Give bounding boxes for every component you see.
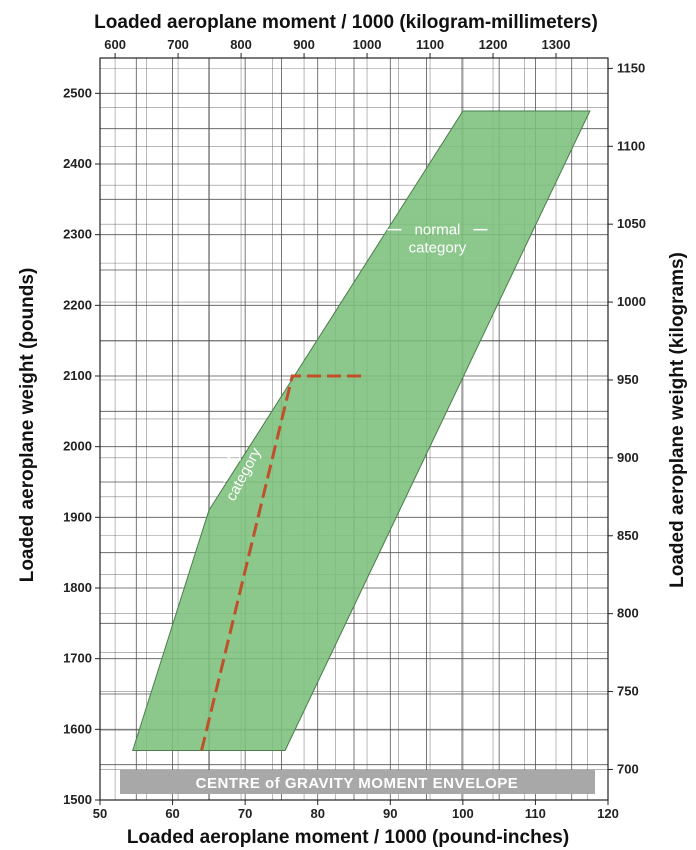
x2-tick-label: 1000 — [353, 37, 382, 52]
y-tick-label: 1900 — [63, 509, 92, 524]
x-tick-label: 80 — [310, 806, 324, 821]
x2-tick-label: 600 — [104, 37, 126, 52]
y2-tick-label: 1000 — [617, 294, 646, 309]
normal-category-label: normal — [415, 222, 461, 239]
y2-tick-label: 950 — [617, 372, 639, 387]
y-tick-label: 1500 — [63, 792, 92, 807]
x-tick-label: 110 — [525, 806, 546, 821]
utility-category-boundary — [200, 374, 362, 751]
y-tick-label: 1600 — [63, 721, 92, 736]
x2-tick-label: 1300 — [542, 37, 571, 52]
x2-tick-label: 800 — [230, 37, 252, 52]
y2-axis-title: Loaded aeroplane weight (kilograms) — [667, 252, 688, 588]
y2-tick-label: 1050 — [617, 216, 646, 231]
y2-tick-label: 1100 — [617, 138, 645, 153]
y-tick-label: 1800 — [63, 580, 92, 595]
y-tick-label: 2200 — [63, 297, 92, 312]
x-tick-label: 100 — [452, 806, 474, 821]
y-tick-label: 2400 — [63, 156, 92, 171]
x2-tick-label: 1200 — [479, 37, 508, 52]
y2-tick-label: 800 — [617, 606, 639, 621]
x2-tick-label: 1100 — [416, 37, 444, 52]
y2-tick-label: 850 — [617, 528, 639, 543]
normal-category-envelope — [132, 110, 591, 751]
chart-title-banner: CENTRE of GRAVITY MOMENT ENVELOPE — [120, 770, 595, 794]
y-tick-label: 2500 — [63, 85, 92, 100]
x-axis-title: Loaded aeroplane moment / 1000 (pound-in… — [127, 827, 569, 848]
x2-tick-label: 900 — [293, 37, 315, 52]
y-tick-label: 1700 — [63, 651, 92, 666]
y-axis-title: Loaded aeroplane weight (pounds) — [17, 268, 38, 583]
y2-tick-label: 900 — [617, 450, 639, 465]
banner-background — [120, 770, 595, 794]
y2-tick-label: 750 — [617, 684, 639, 699]
y2-tick-label: 1150 — [617, 60, 645, 75]
chart-title: CENTRE of GRAVITY MOMENT ENVELOPE — [196, 775, 519, 792]
x-tick-label: 120 — [597, 806, 619, 821]
x-tick-label: 50 — [93, 806, 107, 821]
x2-axis-title: Loaded aeroplane moment / 1000 (kilogram… — [94, 12, 598, 33]
y-tick-label: 2100 — [63, 368, 92, 383]
normal-category-label-line2: category — [409, 240, 467, 257]
y-tick-label: 2300 — [63, 227, 92, 242]
y2-tick-label: 700 — [617, 761, 639, 776]
x-tick-label: 70 — [238, 806, 252, 821]
y-tick-label: 2000 — [63, 439, 92, 454]
plot-border — [99, 57, 609, 801]
x-tick-label: 60 — [165, 806, 179, 821]
x2-tick-label: 700 — [167, 37, 189, 52]
x-tick-label: 90 — [383, 806, 397, 821]
